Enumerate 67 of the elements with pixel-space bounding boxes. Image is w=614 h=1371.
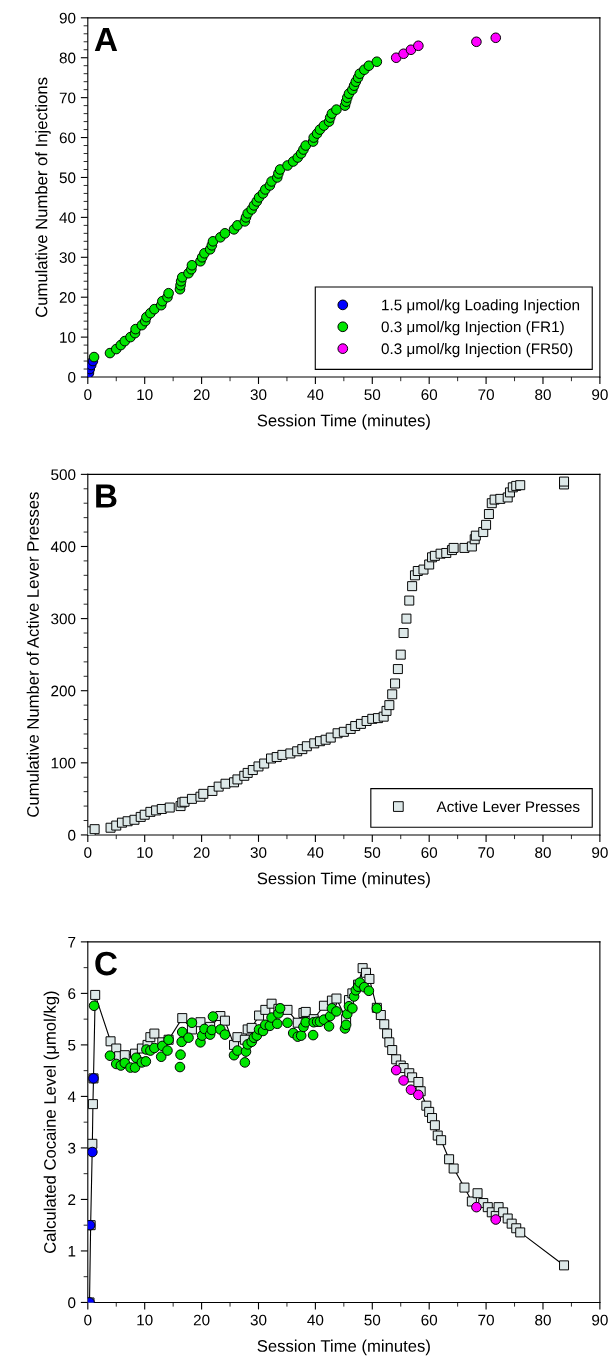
x-axis-title: Session Time (minutes) xyxy=(257,1339,430,1356)
annotation: C xyxy=(95,951,118,976)
x-tick-label: 90 xyxy=(592,389,608,401)
x-tick-label: 70 xyxy=(478,847,494,858)
x-tick-label: 80 xyxy=(535,847,551,858)
x-tick-label: 40 xyxy=(307,389,324,401)
x-tick-label: 0 xyxy=(84,847,92,858)
x-tick-label: 0 xyxy=(84,389,92,401)
y-tick-label: 70 xyxy=(59,92,76,104)
x-tick-label: 70 xyxy=(478,389,494,401)
annotation: A xyxy=(94,28,118,51)
y-tick-label: 500 xyxy=(51,469,76,481)
y-tick-label: 100 xyxy=(51,757,76,769)
x-tick-label: 30 xyxy=(250,389,267,401)
x-tick-label: 40 xyxy=(307,847,324,858)
x-tick-label: 50 xyxy=(364,847,381,858)
y-axis-title: Cumulative Number of Injections xyxy=(35,77,51,317)
x-tick-label: 30 xyxy=(250,1314,267,1326)
y-tick-label: 90 xyxy=(59,12,76,24)
x-tick-label: 90 xyxy=(592,847,608,858)
y-tick-label: 80 xyxy=(59,52,76,64)
x-axis-title: Session Time (minutes) xyxy=(257,872,430,888)
x-tick-label: 80 xyxy=(535,1314,551,1326)
x-tick-label: 60 xyxy=(421,1314,438,1326)
y-tick-label: 30 xyxy=(59,252,76,263)
x-tick-label: 80 xyxy=(535,389,551,401)
y-tick-label: 300 xyxy=(51,613,76,625)
y-tick-label: 0 xyxy=(68,1297,76,1309)
x-tick-label: 50 xyxy=(364,1314,381,1326)
y-tick-label: 60 xyxy=(59,132,76,144)
y-tick-label: 10 xyxy=(60,331,76,343)
y-tick-label: 400 xyxy=(50,541,76,553)
annotation: B xyxy=(96,484,117,508)
x-tick-label: 70 xyxy=(478,1314,494,1326)
x-tick-label: 10 xyxy=(137,1314,153,1326)
y-tick-label: 4 xyxy=(67,1091,76,1102)
legend-label: 0.3 μmol/kg Injection (FR1) xyxy=(381,321,564,336)
y-tick-label: 6 xyxy=(68,988,76,1000)
y-tick-label: 0 xyxy=(68,829,76,841)
y-tick-label: 40 xyxy=(59,212,76,224)
x-tick-label: 30 xyxy=(250,847,267,858)
y-tick-label: 1 xyxy=(68,1245,76,1257)
y-axis-title: Cumulative Number of Active Lever Presses xyxy=(26,492,39,817)
x-tick-label: 20 xyxy=(193,1314,210,1326)
x-tick-label: 20 xyxy=(193,847,210,858)
x-tick-label: 60 xyxy=(421,847,438,858)
y-tick-label: 7 xyxy=(68,936,76,948)
x-axis-title: Session Time (minutes) xyxy=(257,414,430,430)
x-tick-label: 10 xyxy=(137,389,153,401)
y-tick-label: 2 xyxy=(68,1194,76,1205)
y-tick-label: 5 xyxy=(68,1039,76,1051)
x-tick-label: 50 xyxy=(364,389,381,401)
legend-label: Active Lever Presses xyxy=(436,800,580,813)
y-tick-label: 200 xyxy=(51,685,76,697)
x-tick-label: 40 xyxy=(307,1314,324,1326)
legend-label: 0.3 μmol/kg Injection (FR50) xyxy=(381,342,573,358)
y-tick-label: 0 xyxy=(68,371,76,383)
y-tick-label: 20 xyxy=(59,292,76,303)
x-tick-label: 20 xyxy=(193,389,210,401)
y-axis-title: Calculated Cocaine Level (μmol/kg) xyxy=(43,991,60,1254)
x-tick-label: 10 xyxy=(137,847,153,858)
x-tick-label: 0 xyxy=(84,1314,92,1326)
x-tick-label: 90 xyxy=(592,1314,608,1326)
y-tick-label: 50 xyxy=(59,172,76,184)
legend-label: 1.5 μmol/kg Loading Injection xyxy=(382,299,580,314)
y-tick-label: 3 xyxy=(68,1142,76,1154)
x-tick-label: 60 xyxy=(421,389,438,401)
